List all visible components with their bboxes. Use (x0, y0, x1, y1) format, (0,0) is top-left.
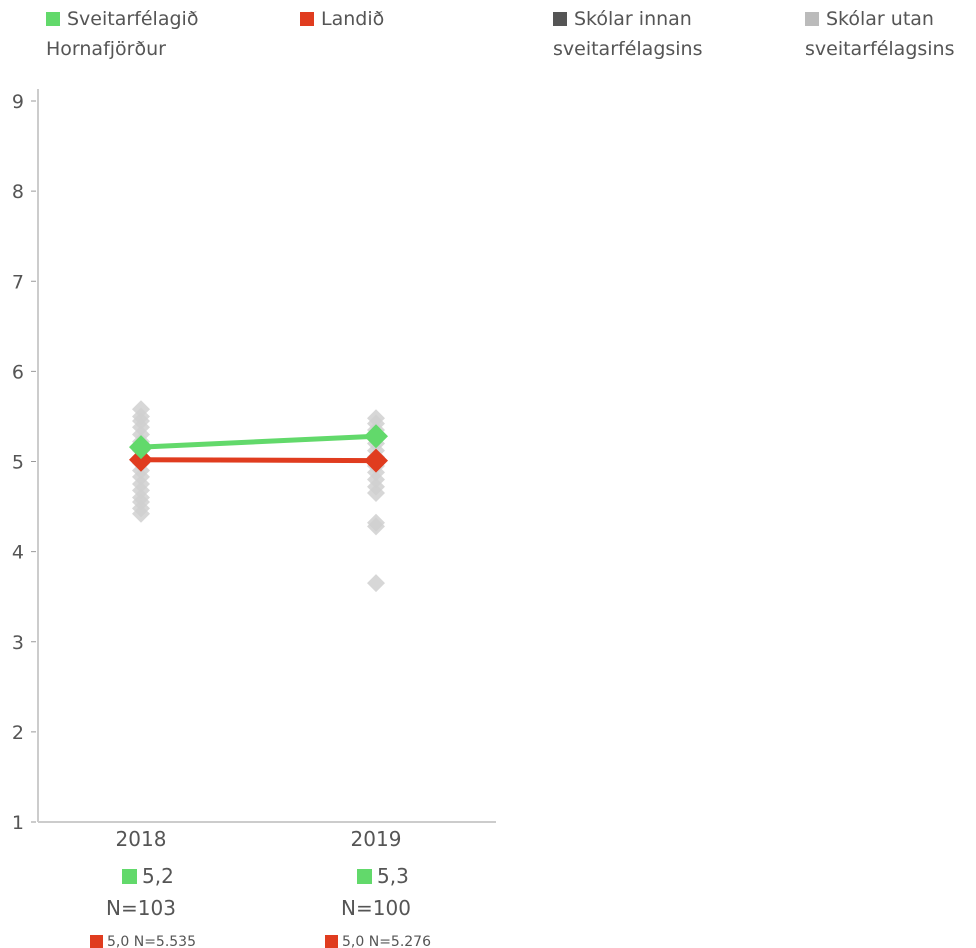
category-annotations: 5,2 N=103 5,0 N=5.535 5,3 N=100 5,0 N=5.276 (90, 864, 431, 948)
legend-swatch-municipality (46, 12, 60, 26)
school-marker (367, 517, 385, 536)
country-point (364, 448, 388, 473)
y-tick-label: 7 (12, 271, 24, 293)
legend-item-country: Landið (300, 4, 384, 34)
legend-label-schools-inside: Skólar innan sveitarfélagsins (553, 8, 703, 60)
annotation-municipality-swatch (357, 869, 372, 884)
y-tick-label: 9 (12, 91, 24, 113)
y-tick-label: 8 (12, 181, 24, 203)
annotation-country-swatch (90, 935, 103, 948)
legend-label-schools-outside: Skólar utan sveitarfélagsins (805, 8, 955, 60)
legend-swatch-schools-outside (805, 12, 819, 26)
legend-label-municipality: Sveitarfélagið Hornafjörður (46, 8, 199, 60)
series-lines (129, 424, 388, 473)
y-tick-label: 4 (12, 542, 24, 564)
y-tick-label: 2 (12, 722, 24, 744)
y-tick-label: 1 (12, 812, 24, 834)
legend-item-schools-inside: Skólar innan sveitarfélagsins (553, 4, 763, 64)
legend-swatch-country (300, 12, 314, 26)
annotation-country-value: 5,0 N=5.276 (342, 934, 431, 948)
legend-item-schools-outside: Skólar utan sveitarfélagsins (805, 4, 975, 64)
x-axis: 2018 2019 (38, 821, 496, 851)
annotation-country-swatch (325, 935, 338, 948)
annotation-country-value: 5,0 N=5.535 (107, 934, 196, 948)
y-tick-label: 5 (12, 452, 24, 474)
annotation-municipality-n: N=100 (341, 896, 411, 920)
school-marker (367, 574, 385, 593)
annotation-municipality-n: N=103 (106, 896, 176, 920)
x-tick-label: 2019 (351, 827, 402, 851)
legend-swatch-schools-inside (553, 12, 567, 26)
municipality-point (364, 424, 388, 449)
y-tick-label: 3 (12, 632, 24, 654)
y-tick-label: 6 (12, 361, 24, 383)
municipality-line (140, 433, 377, 450)
legend-label-country: Landið (321, 8, 385, 30)
annotation-municipality-value: 5,2 (142, 864, 174, 888)
x-tick-label: 2018 (116, 827, 167, 851)
legend-item-municipality: Sveitarfélagið Hornafjörður (46, 4, 266, 64)
annotation-municipality-swatch (122, 869, 137, 884)
country-point (129, 447, 153, 472)
school-marker (367, 484, 385, 503)
country-line (140, 457, 377, 464)
school-marker (132, 504, 150, 523)
y-axis: 1 2 3 4 5 6 7 8 9 (12, 89, 39, 834)
annotation-municipality-value: 5,3 (377, 864, 409, 888)
municipality-point (129, 435, 153, 460)
school-markers (132, 400, 385, 593)
